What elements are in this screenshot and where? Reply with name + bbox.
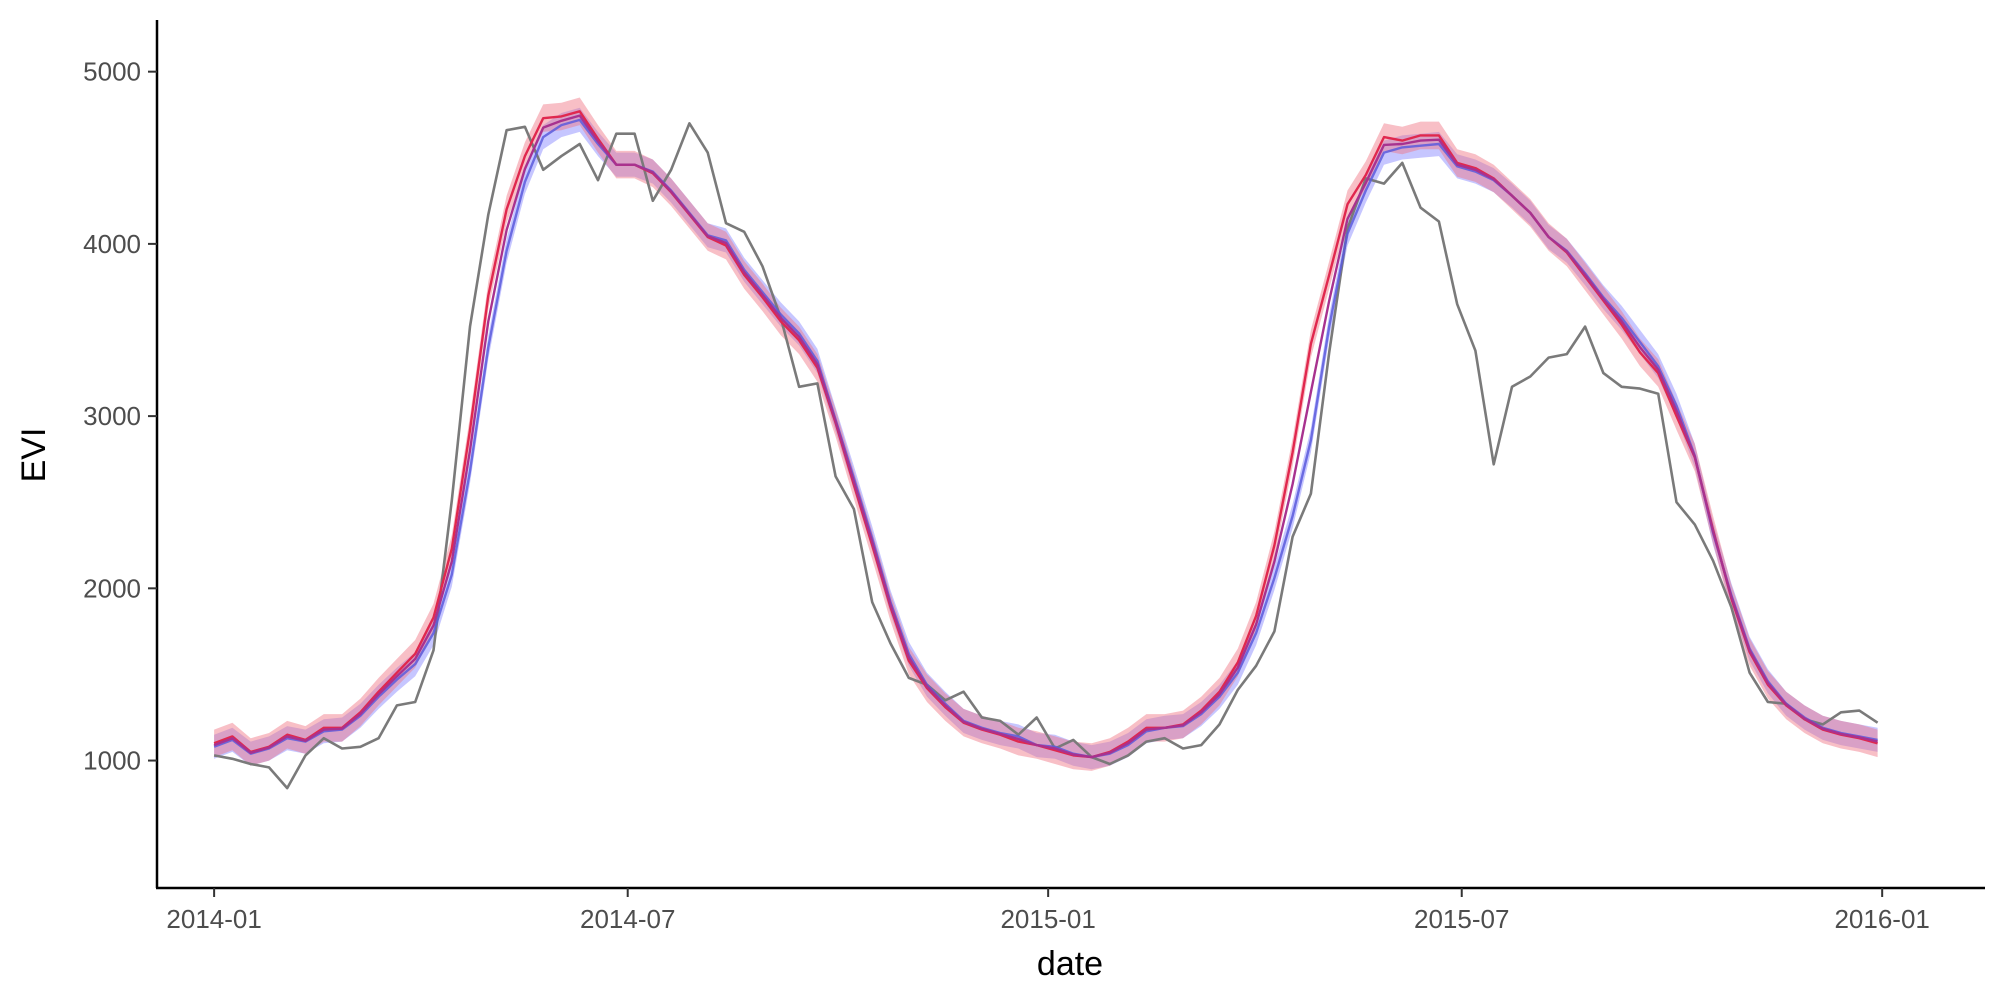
x-axis-ticks: 2014-01 2014-07 2015-01 2015-07 2016-01 xyxy=(166,888,1930,934)
series-2-line xyxy=(213,118,1878,759)
x-tick-label: 2015-01 xyxy=(1000,904,1095,934)
series-3-line xyxy=(213,110,1878,759)
y-axis-ticks: 1000 2000 3000 4000 5000 xyxy=(83,57,157,776)
x-tick-label: 2015-07 xyxy=(1414,904,1509,934)
series-2-band xyxy=(214,107,1878,770)
x-tick-label: 2014-01 xyxy=(166,904,261,934)
y-tick-label: 1000 xyxy=(83,746,141,776)
confidence-bands xyxy=(214,97,1878,771)
y-tick-label: 5000 xyxy=(83,57,141,87)
y-tick-label: 3000 xyxy=(83,401,141,431)
series-1-line xyxy=(213,122,1879,790)
series-3-band xyxy=(214,97,1878,771)
y-tick-label: 2000 xyxy=(83,573,141,603)
series-lines xyxy=(213,110,1879,790)
x-tick-label: 2016-01 xyxy=(1834,904,1929,934)
x-axis-title: date xyxy=(1037,945,1103,983)
x-tick-label: 2014-07 xyxy=(580,904,675,934)
y-axis-title: EVI xyxy=(15,428,53,483)
y-tick-label: 4000 xyxy=(83,229,141,259)
series-4-line xyxy=(213,114,1878,759)
